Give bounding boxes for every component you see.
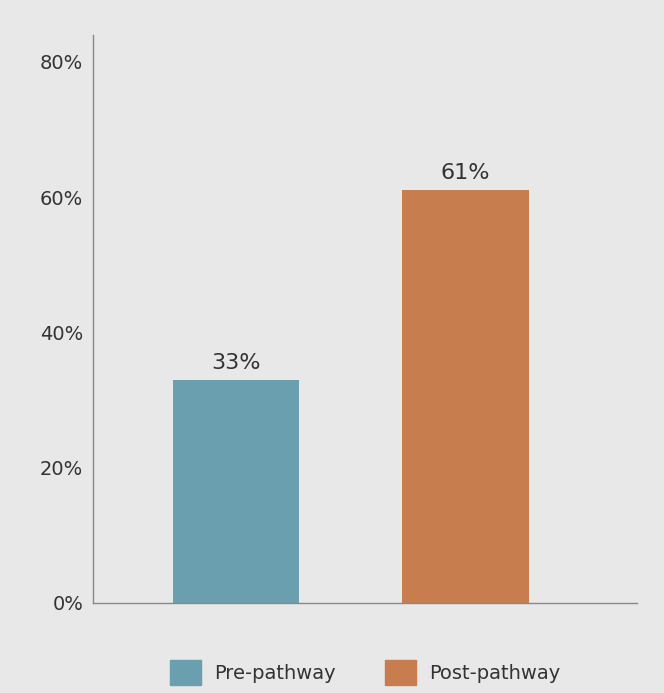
Bar <box>402 191 529 603</box>
Text: 61%: 61% <box>441 164 490 184</box>
Legend: Pre-pathway, Post-pathway: Pre-pathway, Post-pathway <box>162 652 568 693</box>
Bar <box>173 380 299 603</box>
Text: 33%: 33% <box>212 353 261 373</box>
